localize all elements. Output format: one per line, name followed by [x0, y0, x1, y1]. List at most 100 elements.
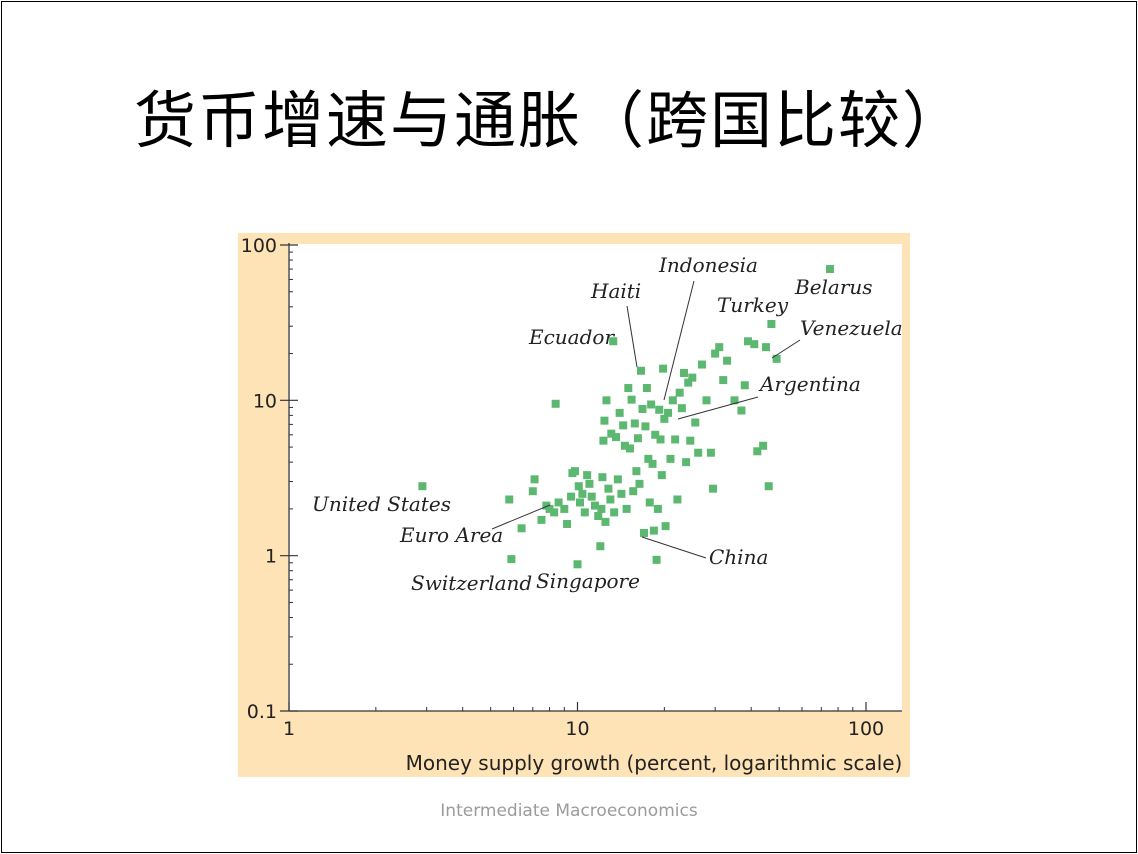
annotation-label: United States [312, 492, 451, 516]
data-point [638, 404, 647, 413]
annotation-leader-line [771, 339, 801, 359]
annotation-leader-line [677, 396, 759, 420]
data-point [761, 343, 770, 352]
data-point [642, 384, 651, 393]
data-point [653, 504, 662, 513]
data-point [550, 508, 559, 517]
data-point [505, 495, 514, 504]
data-point [691, 418, 700, 427]
data-point [545, 504, 554, 513]
annotation-leader-line [663, 280, 695, 401]
data-point [627, 395, 636, 404]
x-tick-label: 100 [848, 718, 884, 740]
data-point [730, 396, 739, 405]
data-point [635, 479, 644, 488]
y-tick-label: 0.1 [247, 701, 277, 723]
plot-area [288, 244, 902, 711]
data-point [630, 419, 639, 428]
data-point [567, 492, 576, 501]
data-point [668, 396, 677, 405]
data-point [418, 482, 427, 491]
data-point [597, 504, 606, 513]
data-point [600, 416, 609, 425]
data-point [617, 489, 626, 498]
annotation-label: China [709, 545, 768, 569]
x-axis-label: Money supply growth (percent, logarithmi… [406, 751, 903, 775]
data-point [753, 447, 762, 456]
data-point [615, 408, 624, 417]
data-point [702, 396, 711, 405]
data-point [711, 349, 720, 358]
data-point [528, 487, 537, 496]
data-point [585, 479, 594, 488]
annotation-label: Switzerland [411, 571, 532, 595]
annotation-leader-line [491, 504, 551, 530]
data-point [604, 484, 613, 493]
data-point [772, 354, 781, 363]
data-point [637, 366, 646, 375]
data-point [613, 475, 622, 484]
data-point [578, 489, 587, 498]
data-point [660, 414, 669, 423]
slide-title: 货币增速与通胀（跨国比较） [133, 84, 966, 157]
data-point [554, 498, 563, 507]
data-point [612, 433, 621, 442]
annotation-label: Argentina [758, 372, 861, 396]
data-point [563, 519, 572, 528]
data-point [599, 436, 608, 445]
data-point [602, 396, 611, 405]
data-point [675, 388, 684, 397]
data-point [682, 458, 691, 467]
data-point [622, 504, 631, 513]
data-point [530, 475, 539, 484]
data-point [537, 515, 546, 524]
data-point [744, 337, 753, 346]
data-point [647, 400, 656, 409]
data-point [697, 360, 706, 369]
data-point [723, 356, 732, 365]
data-point [688, 373, 697, 382]
data-point [649, 526, 658, 535]
x-tick-label: 1 [283, 718, 295, 740]
data-point [570, 467, 579, 476]
data-point [598, 473, 607, 482]
data-point [606, 495, 615, 504]
data-point [706, 448, 715, 457]
data-point [551, 399, 560, 408]
data-point [737, 406, 746, 415]
slide-footer: Intermediate Macroeconomics [440, 801, 698, 821]
data-point [587, 492, 596, 501]
annotation-leader-line [641, 536, 707, 559]
data-point [507, 555, 516, 564]
data-point [651, 430, 660, 439]
data-point [740, 381, 749, 390]
data-point [719, 376, 728, 385]
data-point [591, 501, 600, 510]
data-point [620, 441, 629, 450]
data-point [560, 504, 569, 513]
data-point [664, 408, 673, 417]
annotation-label: Turkey [717, 293, 789, 317]
data-point [641, 422, 650, 431]
data-point [629, 487, 638, 496]
data-point [624, 384, 633, 393]
data-point [715, 343, 724, 352]
data-point [583, 471, 592, 480]
data-point [645, 498, 654, 507]
data-point [609, 337, 618, 346]
y-tick-label: 10 [253, 390, 277, 412]
data-point [644, 454, 653, 463]
data-point [517, 524, 526, 533]
annotation-label: Euro Area [399, 523, 503, 547]
annotation-label: Singapore [536, 569, 640, 593]
data-point [652, 555, 661, 564]
data-point [750, 340, 759, 349]
data-point [666, 454, 675, 463]
y-tick-label: 100 [241, 235, 277, 257]
annotation-label: Haiti [590, 279, 641, 303]
data-point [610, 508, 619, 517]
data-point [694, 448, 703, 457]
data-point [677, 404, 686, 413]
data-point [680, 368, 689, 377]
